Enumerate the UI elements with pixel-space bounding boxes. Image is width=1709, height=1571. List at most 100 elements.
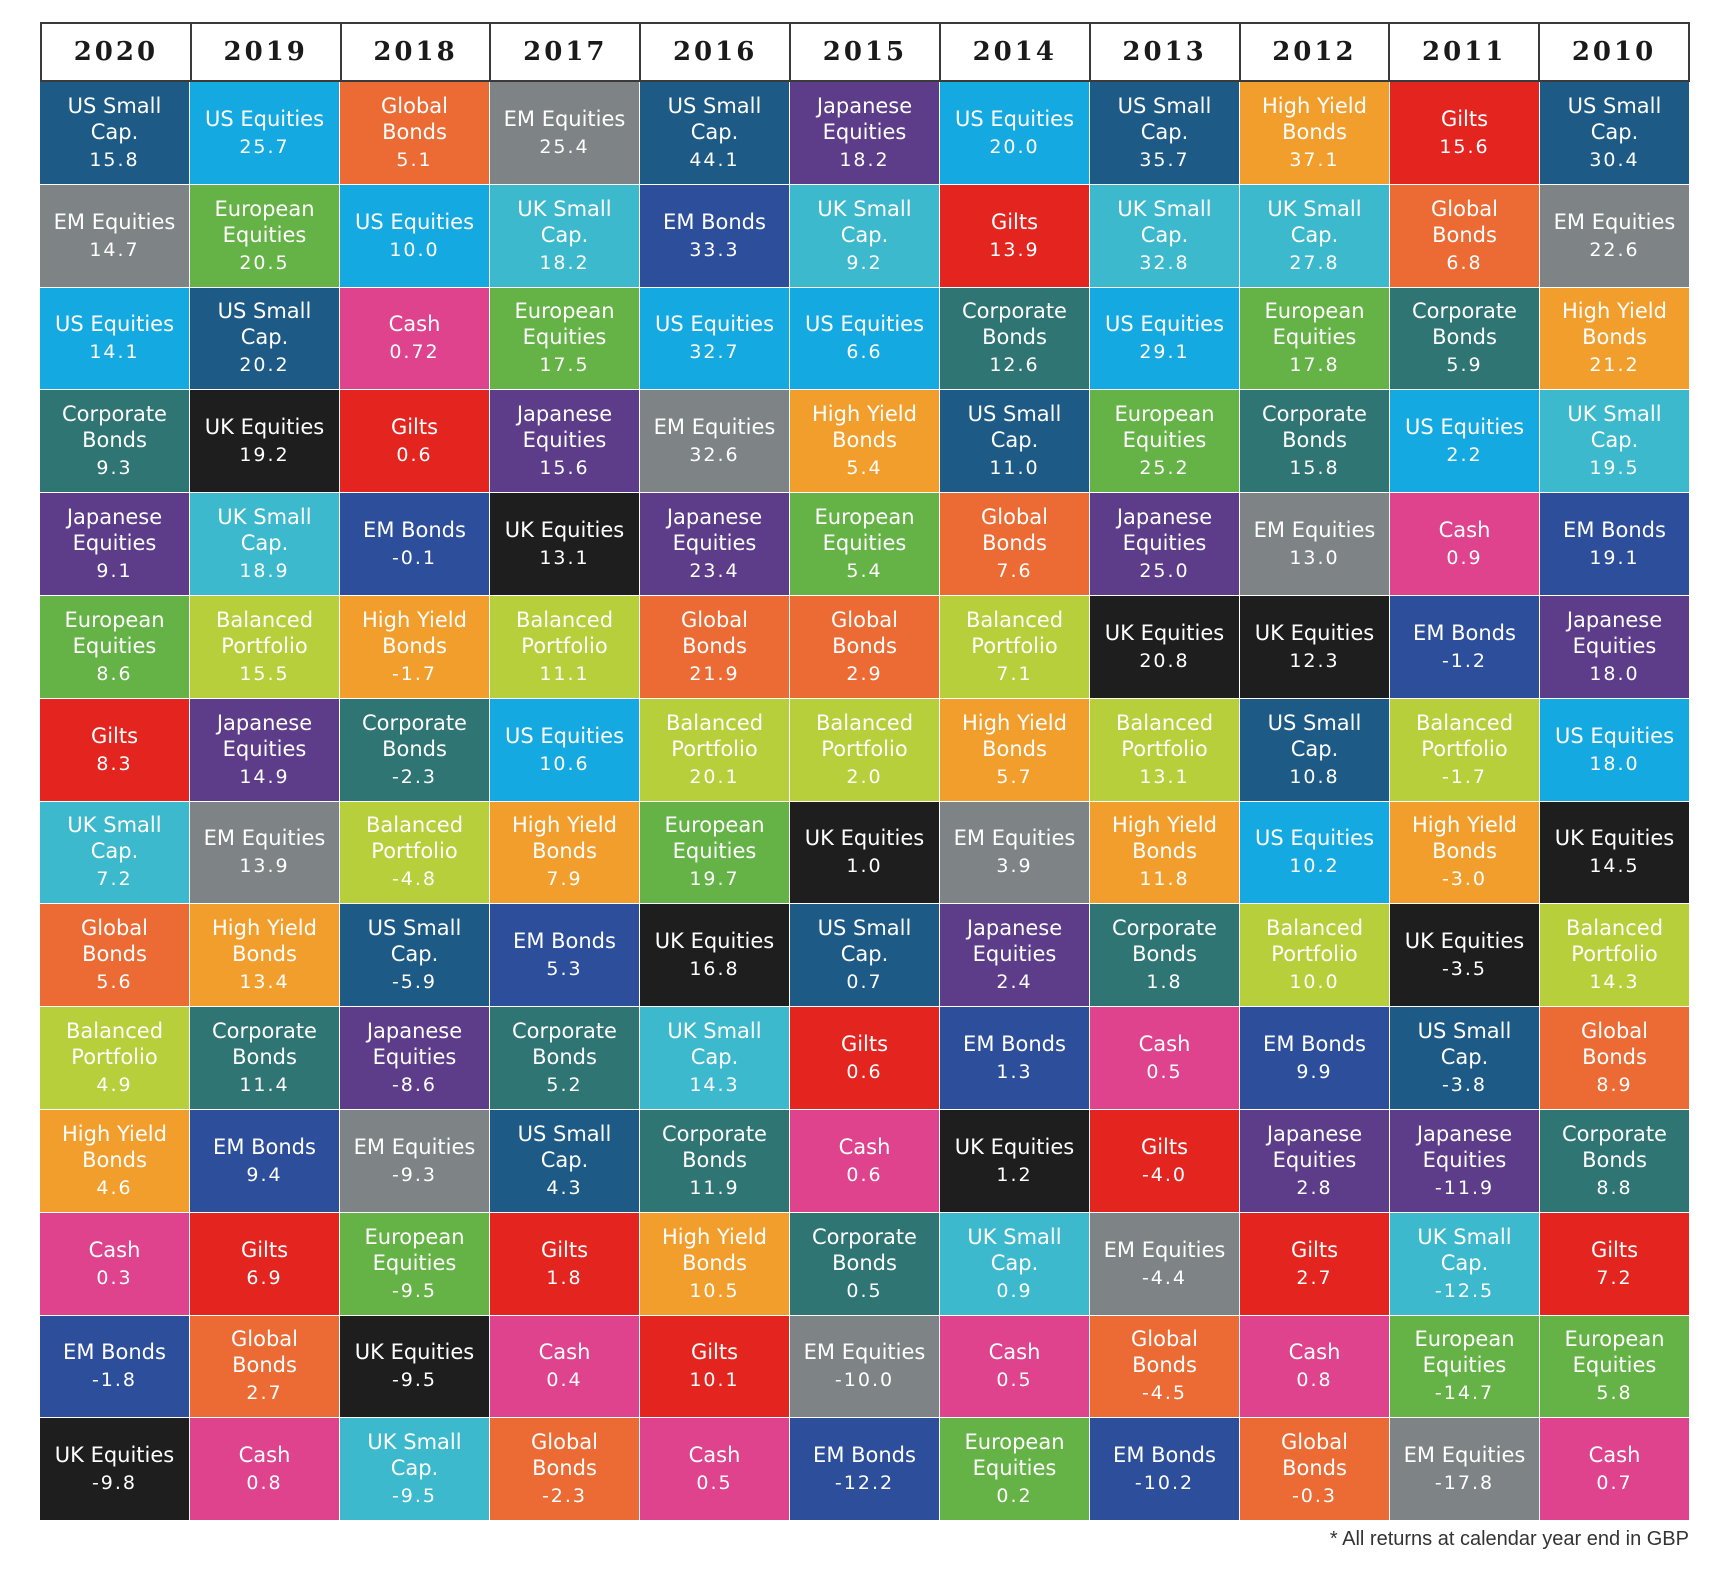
return-value-label: 10.0 bbox=[1289, 971, 1340, 994]
asset-class-label: European Equities bbox=[1564, 1327, 1665, 1378]
asset-class-label: Japanese Equities bbox=[966, 916, 1063, 967]
return-tile: EM Bonds 19.1 bbox=[1540, 493, 1689, 595]
return-tile: EM Bonds -12.2 bbox=[790, 1418, 939, 1521]
year-header-2016: 2016 bbox=[641, 24, 792, 80]
return-value-label: 0.6 bbox=[846, 1163, 883, 1186]
return-value-label: 0.6 bbox=[396, 444, 433, 467]
asset-class-label: UK Small Cap. bbox=[1417, 1224, 1512, 1275]
return-tile: Japanese Equities 23.4 bbox=[640, 493, 789, 595]
return-value-label: 14.3 bbox=[689, 1074, 740, 1097]
asset-class-label: EM Equities bbox=[203, 826, 326, 851]
asset-class-label: US Equities bbox=[1554, 723, 1675, 748]
return-tile: EM Equities 22.6 bbox=[1540, 184, 1689, 287]
return-tile: US Small Cap. 20.2 bbox=[190, 287, 339, 390]
return-value-label: -4.5 bbox=[1141, 1382, 1188, 1405]
return-value-label: -2.3 bbox=[541, 1485, 588, 1508]
year-column-2011: Gilts 15.6 Global Bonds 6.8 Corporate Bonds 5… bbox=[1390, 82, 1540, 1521]
return-tile: European Equities -9.5 bbox=[340, 1212, 489, 1315]
return-tile: Balanced Portfolio -1.7 bbox=[1390, 698, 1539, 801]
return-value-label: -9.5 bbox=[391, 1279, 438, 1302]
return-tile: Gilts 6.9 bbox=[190, 1212, 339, 1315]
return-value-label: 25.7 bbox=[239, 135, 290, 158]
return-tile: Cash 0.6 bbox=[790, 1109, 939, 1212]
return-value-label: 7.6 bbox=[996, 560, 1033, 583]
return-value-label: 0.5 bbox=[1146, 1061, 1183, 1084]
return-value-label: 15.8 bbox=[1289, 457, 1340, 480]
return-tile: European Equities 5.8 bbox=[1540, 1315, 1689, 1418]
asset-class-label: US Small Cap. bbox=[1117, 93, 1212, 144]
return-tile: Gilts 0.6 bbox=[790, 1007, 939, 1109]
return-tile: EM Bonds 1.3 bbox=[940, 1007, 1089, 1109]
return-tile: UK Small Cap. -9.5 bbox=[340, 1418, 489, 1521]
asset-class-label: UK Small Cap. bbox=[667, 1019, 762, 1070]
return-value-label: 11.1 bbox=[539, 662, 590, 685]
return-tile: UK Small Cap. -12.5 bbox=[1390, 1212, 1539, 1315]
return-tile: Gilts 13.9 bbox=[940, 184, 1089, 287]
return-tile: EM Equities 25.4 bbox=[490, 82, 639, 184]
return-value-label: 11.4 bbox=[239, 1074, 290, 1097]
return-tile: EM Equities -10.0 bbox=[790, 1315, 939, 1418]
asset-class-label: Gilts bbox=[240, 1237, 289, 1262]
returns-grid: US Small Cap. 15.8 EM Equities 14.7 US Equit… bbox=[40, 82, 1690, 1521]
return-tile: Corporate Bonds 0.5 bbox=[790, 1212, 939, 1315]
return-tile: Global Bonds 21.9 bbox=[640, 595, 789, 698]
return-tile: US Equities 6.6 bbox=[790, 287, 939, 390]
return-value-label: 0.7 bbox=[1596, 1472, 1633, 1495]
return-value-label: 27.8 bbox=[1289, 251, 1340, 274]
asset-class-label: EM Bonds bbox=[963, 1032, 1066, 1057]
return-value-label: 18.2 bbox=[839, 148, 890, 171]
return-value-label: 0.6 bbox=[846, 1061, 883, 1084]
asset-class-label: Cash bbox=[388, 312, 441, 337]
asset-class-label: US Equities bbox=[1104, 312, 1225, 337]
return-value-label: 5.8 bbox=[1596, 1382, 1633, 1405]
asset-class-label: Gilts bbox=[1590, 1237, 1639, 1262]
asset-class-label: Balanced Portfolio bbox=[965, 607, 1064, 658]
return-value-label: 15.8 bbox=[89, 148, 140, 171]
year-header-2011: 2011 bbox=[1390, 24, 1541, 80]
return-value-label: 4.9 bbox=[96, 1074, 133, 1097]
year-header-2019: 2019 bbox=[192, 24, 342, 80]
asset-class-label: UK Equities bbox=[204, 415, 325, 440]
asset-class-label: European Equities bbox=[814, 505, 915, 556]
return-tile: US Equities 20.0 bbox=[940, 82, 1089, 184]
return-value-label: 13.1 bbox=[539, 547, 590, 570]
asset-class-label: Cash bbox=[1288, 1340, 1341, 1365]
asset-class-label: UK Small Cap. bbox=[1567, 402, 1662, 453]
return-tile: US Equities 10.0 bbox=[340, 184, 489, 287]
asset-class-label: European Equities bbox=[1264, 299, 1365, 350]
asset-class-label: US Small Cap. bbox=[1417, 1019, 1512, 1070]
return-value-label: 0.2 bbox=[996, 1485, 1033, 1508]
asset-class-label: EM Equities bbox=[803, 1340, 926, 1365]
return-value-label: 33.3 bbox=[689, 238, 740, 261]
asset-class-label: Gilts bbox=[1440, 106, 1489, 131]
asset-class-label: Cash bbox=[1138, 1032, 1191, 1057]
return-value-label: -10.2 bbox=[1134, 1472, 1195, 1495]
return-tile: EM Bonds -10.2 bbox=[1090, 1418, 1239, 1521]
return-tile: European Equities 19.7 bbox=[640, 801, 789, 904]
return-tile: UK Equities 1.2 bbox=[940, 1109, 1089, 1212]
return-value-label: 14.7 bbox=[89, 238, 140, 261]
return-value-label: 0.4 bbox=[546, 1369, 583, 1392]
return-value-label: -1.2 bbox=[1441, 649, 1488, 672]
asset-class-label: Balanced Portfolio bbox=[665, 710, 764, 761]
return-value-label: 2.0 bbox=[846, 765, 883, 788]
asset-class-label: Balanced Portfolio bbox=[515, 607, 614, 658]
return-tile: Japanese Equities -8.6 bbox=[340, 1007, 489, 1109]
return-value-label: 2.8 bbox=[1296, 1176, 1333, 1199]
asset-class-label: Japanese Equities bbox=[1266, 1121, 1363, 1172]
return-value-label: -4.0 bbox=[1141, 1163, 1188, 1186]
return-tile: UK Equities -9.5 bbox=[340, 1315, 489, 1418]
asset-class-label: Balanced Portfolio bbox=[365, 813, 464, 864]
return-value-label: 18.9 bbox=[239, 560, 290, 583]
return-tile: US Small Cap. 10.8 bbox=[1240, 698, 1389, 801]
return-value-label: 5.6 bbox=[96, 971, 133, 994]
asset-class-label: US Small Cap. bbox=[817, 916, 912, 967]
return-value-label: -0.1 bbox=[391, 547, 438, 570]
return-value-label: -1.7 bbox=[1441, 765, 1488, 788]
return-tile: Balanced Portfolio 14.3 bbox=[1540, 904, 1689, 1007]
asset-class-label: High Yield Bonds bbox=[362, 607, 467, 658]
return-tile: US Equities 2.2 bbox=[1390, 390, 1539, 493]
return-value-label: 1.8 bbox=[546, 1266, 583, 1289]
return-value-label: -12.2 bbox=[834, 1472, 895, 1495]
return-value-label: 29.1 bbox=[1139, 341, 1190, 364]
